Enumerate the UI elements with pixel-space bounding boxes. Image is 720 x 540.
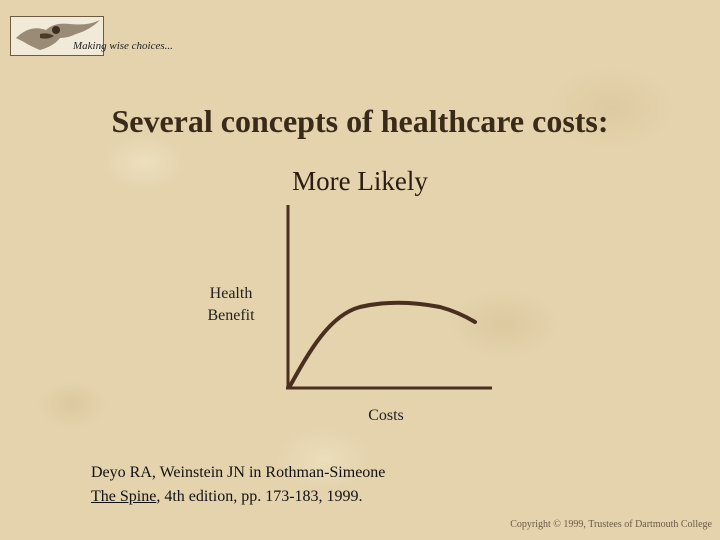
citation-line1: Deyo RA, Weinstein JN in Rothman-Simeone <box>91 464 386 481</box>
bird-logo-icon <box>10 16 104 56</box>
tagline: Making wise choices... <box>73 40 173 52</box>
y-axis-label-line2: Benefit <box>207 307 255 324</box>
y-axis-label-line1: Health <box>209 285 253 302</box>
logo <box>10 16 104 56</box>
slide-title: Several concepts of healthcare costs: <box>111 103 609 139</box>
diagram-subtitle: More Likely <box>292 166 428 196</box>
citation-line2-rest: , 4th edition, pp. 173-183, 1999. <box>156 488 363 505</box>
x-axis-label: Costs <box>368 407 404 424</box>
citation: Deyo RA, Weinstein JN in Rothman-Simeone… <box>91 461 385 509</box>
book-title: The Spine <box>91 488 157 505</box>
copyright: Copyright © 1999, Trustees of Dartmouth … <box>510 519 712 530</box>
benefit-curve <box>288 300 477 388</box>
y-axis-label: Health Benefit <box>196 283 266 327</box>
citation-line2: The Spine, 4th edition, pp. 173-183, 199… <box>91 485 385 509</box>
